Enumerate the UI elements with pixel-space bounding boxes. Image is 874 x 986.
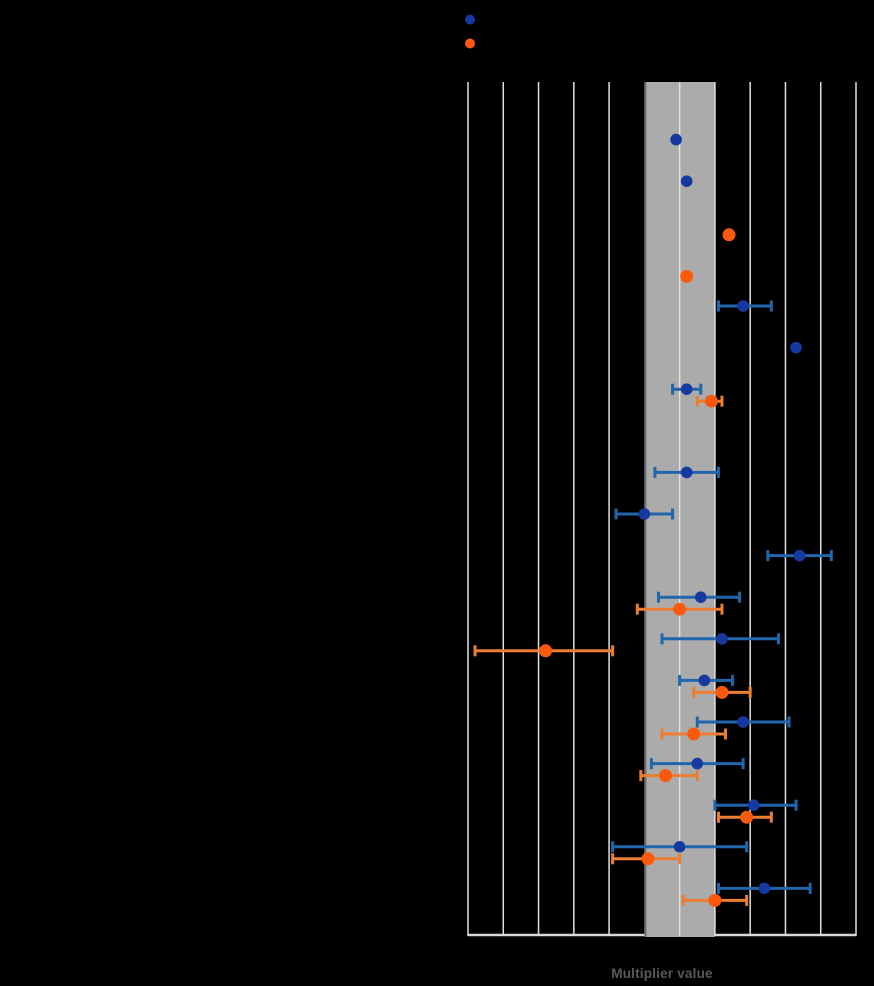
data-point-blue-row-8 xyxy=(680,383,693,396)
data-point-orange-row-8 xyxy=(704,394,718,408)
data-point-blue-row-12 xyxy=(793,549,806,562)
data-point-blue-row-15 xyxy=(698,674,711,687)
data-point-blue-row-17 xyxy=(691,757,704,770)
data-point-blue-row-2 xyxy=(670,133,682,146)
data-point-orange-row-18 xyxy=(740,810,754,824)
data-point-blue-row-20 xyxy=(758,882,771,895)
data-point-blue-row-6 xyxy=(737,300,749,312)
data-point-blue-row-19 xyxy=(673,841,686,853)
data-point-blue-row-7 xyxy=(790,341,802,354)
legend-marker-series-1 xyxy=(465,14,475,25)
data-point-blue-row-18 xyxy=(747,799,760,811)
data-point-blue-row-14 xyxy=(716,633,728,645)
data-point-orange-row-5 xyxy=(680,269,694,283)
data-point-blue-row-3 xyxy=(680,175,693,187)
data-point-orange-row-14 xyxy=(539,644,553,658)
data-point-orange-row-15 xyxy=(715,685,729,699)
data-point-orange-row-19 xyxy=(641,852,655,866)
legend-marker-series-2 xyxy=(465,38,475,49)
data-point-blue-row-16 xyxy=(737,716,749,728)
x-axis-label: Multiplier value xyxy=(611,966,713,981)
data-point-orange-row-13 xyxy=(673,602,687,616)
data-point-blue-row-11 xyxy=(638,508,651,520)
data-point-orange-row-4 xyxy=(722,228,736,242)
data-point-orange-row-16 xyxy=(687,727,701,741)
data-point-blue-row-10 xyxy=(680,466,693,479)
data-point-orange-row-20 xyxy=(708,893,722,907)
data-point-blue-row-13 xyxy=(695,591,707,603)
data-point-orange-row-17 xyxy=(659,769,673,783)
